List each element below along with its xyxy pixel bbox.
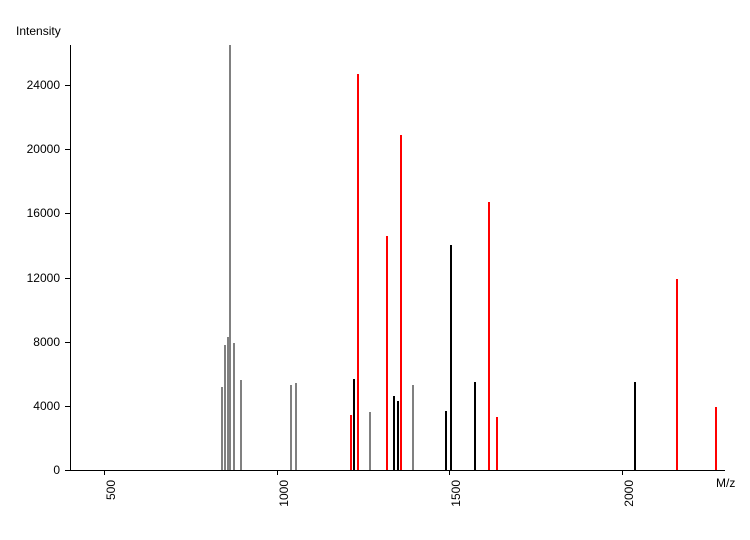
peak xyxy=(229,45,231,470)
peak xyxy=(353,379,355,470)
peak xyxy=(357,74,359,470)
y-tick-label: 24000 xyxy=(10,78,60,92)
peak xyxy=(474,382,476,470)
mass-spectrum-chart: Intensity M/z 500 1000 1500 2000 0 4000 8000 1… xyxy=(0,0,750,540)
y-tick-label: 12000 xyxy=(10,271,60,285)
y-tick-label: 4000 xyxy=(10,399,60,413)
peak xyxy=(397,401,399,470)
x-tick-label: 1000 xyxy=(277,480,291,540)
y-tick-label: 20000 xyxy=(10,142,60,156)
peak xyxy=(400,135,402,470)
peak xyxy=(290,385,292,470)
peak xyxy=(393,396,395,470)
x-tick-label: 500 xyxy=(104,480,118,540)
peak xyxy=(224,345,226,470)
peak xyxy=(412,385,414,470)
peak xyxy=(445,411,447,470)
x-axis-label: M/z xyxy=(716,476,735,490)
x-axis xyxy=(70,470,725,471)
y-tick-label: 8000 xyxy=(10,335,60,349)
x-tick xyxy=(104,470,105,475)
x-tick-label: 2000 xyxy=(622,480,636,540)
peak xyxy=(295,383,297,470)
peak xyxy=(488,202,490,470)
peak xyxy=(634,382,636,470)
y-axis-label: Intensity xyxy=(16,24,61,38)
peak xyxy=(386,236,388,470)
peak xyxy=(233,343,235,470)
peak xyxy=(369,412,371,470)
peak xyxy=(715,407,717,470)
peak xyxy=(450,245,452,470)
peak xyxy=(240,380,242,470)
peak xyxy=(350,415,352,470)
x-tick xyxy=(622,470,623,475)
spectrum-peaks xyxy=(70,45,725,470)
y-tick-label: 16000 xyxy=(10,206,60,220)
peak xyxy=(221,387,223,470)
x-tick-label: 1500 xyxy=(449,480,463,540)
peak xyxy=(496,417,498,470)
y-tick xyxy=(65,470,70,471)
y-tick-label: 0 xyxy=(10,463,60,477)
x-tick xyxy=(449,470,450,475)
peak xyxy=(676,279,678,470)
x-tick xyxy=(277,470,278,475)
